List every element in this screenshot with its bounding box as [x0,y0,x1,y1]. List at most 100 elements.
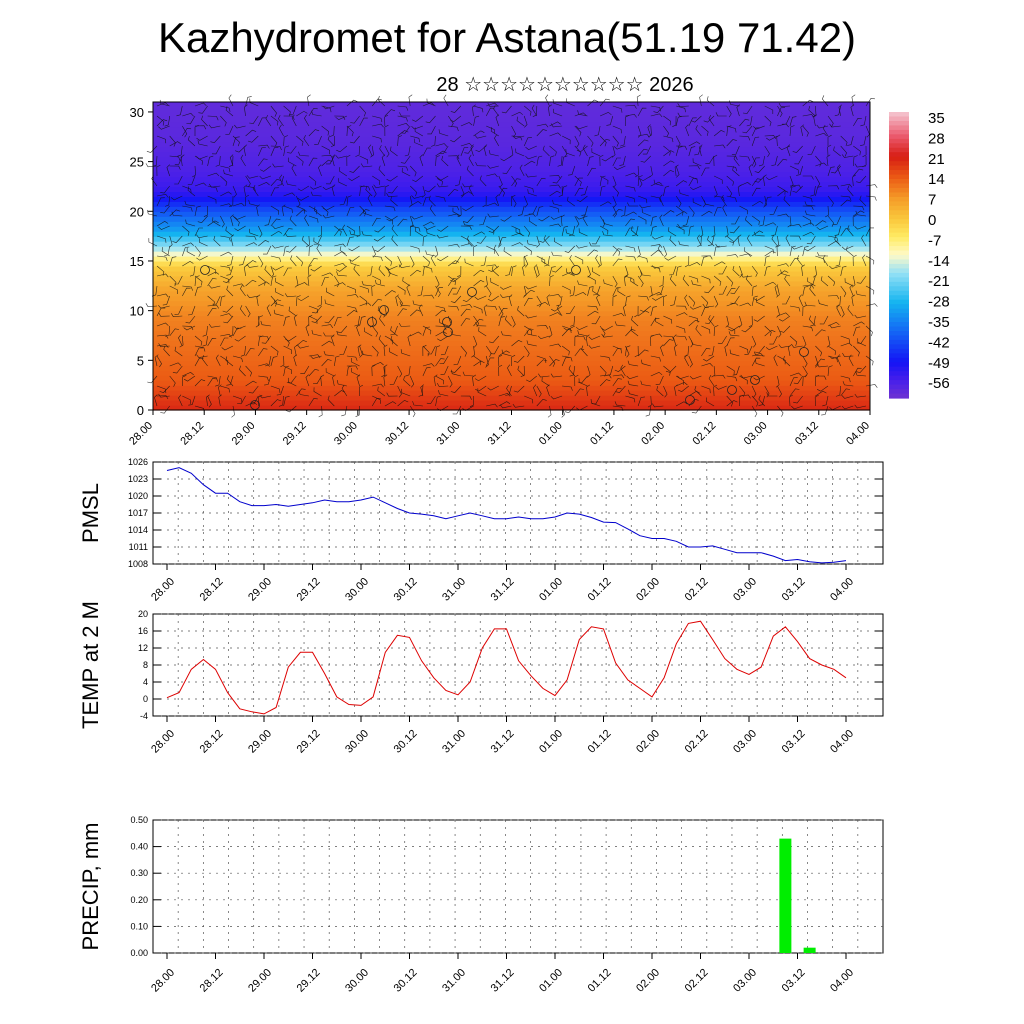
wind-barb [532,105,538,117]
wind-barb [676,145,688,150]
heatmap-level-band [153,375,870,381]
wind-barb [336,380,347,387]
wind-barb [186,115,196,125]
heatmap-x-tick-label: 28.00 [127,420,155,448]
wind-barb [207,172,220,177]
wind-barb [460,122,473,127]
wind-barb [748,315,753,328]
wind-barb [769,205,778,215]
wind-barb [439,318,449,327]
wind-barb [300,365,310,375]
wind-barb [183,325,196,331]
wind-barb [457,205,462,218]
wind-barb [628,389,639,397]
wind-barb [751,357,761,367]
temp-x-tick-label: 31.00 [440,728,468,756]
wind-barb [270,255,281,263]
wind-barb [613,165,626,170]
wind-barb [550,395,563,400]
wind-barb [562,385,573,391]
wind-barb [541,377,550,387]
wind-barb [511,135,523,141]
wind-barb [468,184,474,197]
wind-barb [794,155,803,165]
wind-barb [577,375,588,384]
pmsl-y-axis-label: PMSL [78,483,103,543]
wind-barb [194,102,207,107]
wind-barb [606,365,614,376]
wind-barb [422,221,435,227]
pmsl-x-tick-label: 02.00 [634,576,662,604]
wind-barb [651,235,664,240]
wind-barb [591,235,601,245]
wind-barb [256,204,260,217]
wind-barb [802,195,813,203]
wind-barb [206,394,210,407]
wind-barb [460,318,471,327]
colorbar-label: 14 [928,171,945,188]
wind-barb [862,155,867,168]
wind-barb [156,385,167,394]
wind-barb [509,145,514,158]
wind-barb [859,195,867,207]
wind-barb [353,265,360,277]
wind-barb [427,125,436,135]
wind-barb [638,295,649,301]
wind-barb [614,321,626,327]
heatmap-level-band [153,280,870,287]
wind-barb [612,275,618,288]
wind-barb [321,125,330,136]
wind-barb [215,375,221,387]
colorbar-label: -28 [928,294,950,311]
wind-barb [575,245,588,249]
wind-barb [462,295,474,303]
wind-barb [473,130,485,137]
wind-barb [777,190,789,197]
wind-barb [419,154,424,167]
precip-x-tick-label: 30.12 [392,967,420,995]
precip-y-tick-label: 0.00 [130,948,148,958]
wind-barb [536,255,546,265]
wind-barb [520,365,525,378]
wind-barb [372,395,381,404]
wind-barb [488,225,500,233]
wind-barb [675,225,685,235]
wind-barb [321,272,334,277]
wind-barb [293,354,297,367]
wind-barb [663,339,674,347]
colorbar-band [889,170,909,176]
wind-barb [346,365,358,370]
wind-barb [564,405,576,414]
wind-barb [737,234,742,247]
wind-barb [439,145,449,154]
wind-barb [581,205,588,216]
wind-barb [334,355,340,367]
wind-barb [283,365,292,374]
wind-barb [789,223,802,228]
wind-barb [536,129,547,137]
wind-barb [536,355,547,363]
wind-barb [371,98,382,107]
wind-barb [806,235,816,245]
wind-barb [283,267,292,277]
wind-barb [840,388,851,397]
wind-barb [800,124,805,137]
wind-barb [560,214,565,227]
wind-barb [270,295,278,307]
calm-wind-circle [799,347,809,357]
wind-barb [713,185,718,198]
wind-barb [860,115,867,127]
wind-barb [836,354,841,367]
wind-barb [706,96,715,107]
wind-barb [383,344,388,357]
wind-barb [308,175,317,186]
wind-barb [549,145,557,156]
wind-barb [650,195,661,202]
wind-barb [384,265,391,277]
wind-barb [245,175,251,188]
wind-barb [591,315,601,325]
wind-barb [476,235,487,244]
wind-barb [487,385,499,391]
